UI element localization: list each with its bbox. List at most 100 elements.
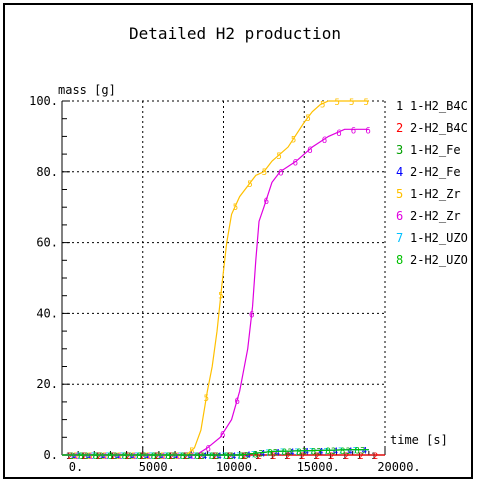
series-marker: 5	[73, 452, 78, 462]
series-marker: 1	[95, 452, 100, 462]
series-marker: 5	[204, 394, 209, 404]
series-marker: 5	[160, 452, 165, 462]
x-tick-label: 20000.	[377, 460, 420, 474]
legend-marker: 2	[396, 121, 403, 135]
series-marker: 3	[331, 447, 336, 457]
series-marker: 2	[256, 452, 261, 462]
series-marker: 2	[155, 452, 160, 462]
series-marker: 3	[171, 452, 176, 462]
series-marker: 2	[68, 452, 73, 462]
series-marker: 6	[147, 452, 152, 462]
series-marker: 2	[329, 452, 334, 462]
series-marker: 6	[365, 126, 370, 136]
series-marker: 1	[138, 452, 143, 462]
series-marker: 3	[113, 452, 118, 462]
series-marker: 6	[322, 136, 327, 146]
series-marker: 6	[249, 310, 254, 320]
y-tick-label: 20.	[36, 377, 58, 391]
series-marker: 8	[325, 447, 330, 457]
series-marker: 4	[275, 448, 280, 458]
series-marker: 4	[144, 452, 149, 462]
legend-marker: 3	[396, 143, 403, 157]
series-marker: 7	[76, 452, 81, 462]
series-marker: 2	[169, 452, 174, 462]
series-marker: 7	[294, 448, 299, 458]
series-marker: 3	[287, 448, 292, 458]
series-marker: 1	[80, 452, 85, 462]
series-marker: 6	[89, 452, 94, 462]
series-marker: 8	[354, 447, 359, 457]
y-tick-label: 40.	[36, 306, 58, 320]
series-marker: 5	[262, 168, 267, 178]
series-marker: 7	[353, 447, 358, 457]
series-marker: 6	[336, 129, 341, 139]
series-marker: 6	[351, 126, 356, 136]
series-marker: 2	[97, 452, 102, 462]
series-marker: 5	[131, 452, 136, 462]
series-marker: 4	[115, 452, 120, 462]
series-marker: 5	[189, 447, 194, 457]
series-marker: 8	[165, 452, 170, 462]
series-marker: 4	[245, 451, 250, 461]
series-marker: 6	[278, 168, 283, 178]
series-marker: 7	[91, 452, 96, 462]
series-marker: 3	[345, 447, 350, 457]
series-marker: 5	[218, 291, 223, 301]
series-marker: 4	[86, 452, 91, 462]
legend-entry: 2-H2_Zr	[410, 209, 461, 223]
series-marker: 7	[338, 447, 343, 457]
series-marker: 4	[216, 452, 221, 462]
series-marker: 1	[284, 452, 289, 462]
series-marker: 4	[304, 448, 309, 458]
series-marker: 5	[102, 452, 107, 462]
series-marker: 6	[118, 452, 123, 462]
series-marker: 7	[265, 449, 270, 459]
series-marker: 8	[151, 452, 156, 462]
series-marker: 4	[289, 448, 294, 458]
grid	[62, 100, 386, 455]
series-marker: 8	[194, 452, 199, 462]
series-marker: 1	[124, 452, 129, 462]
series-marker: 8	[209, 452, 214, 462]
x-tick-label: 5000.	[139, 460, 175, 474]
series-marker: 7	[236, 452, 241, 462]
series-marker: 1	[298, 452, 303, 462]
series-marker: 7	[178, 452, 183, 462]
series-marker: 3	[360, 447, 365, 457]
y-tick-label: 60.	[36, 236, 58, 250]
series-marker: 5	[87, 452, 92, 462]
legend-entry: 2-H2_B4C	[410, 121, 468, 135]
series-marker: 8	[180, 452, 185, 462]
legend-marker: 7	[396, 231, 403, 245]
y-tick-label: 80.	[36, 165, 58, 179]
series-marker: 7	[105, 452, 110, 462]
series-marker: 1	[255, 452, 260, 462]
series-marker: 6	[191, 452, 196, 462]
series-marker: 3	[302, 448, 307, 458]
series-marker: 6	[162, 452, 167, 462]
x-tick-label: 15000.	[297, 460, 340, 474]
series-marker: 7	[120, 452, 125, 462]
series-marker: 7	[149, 452, 154, 462]
series-marker: 3	[244, 451, 249, 461]
series-marker: 8	[267, 449, 272, 459]
series-marker: 3	[200, 452, 205, 462]
series-marker: 4	[100, 452, 105, 462]
series-marker: 5	[364, 98, 369, 108]
series-marker: 4	[318, 447, 323, 457]
series-marker: 5	[320, 101, 325, 111]
series-marker: 2	[140, 452, 145, 462]
legend-marker: 5	[396, 187, 403, 201]
series-marker: 2	[315, 452, 320, 462]
series-marker: 2	[242, 452, 247, 462]
series-marker: 1	[269, 452, 274, 462]
series-marker: 1	[313, 452, 318, 462]
series-marker: 1	[356, 452, 361, 462]
legend-entry: 1-H2_Fe	[410, 143, 461, 157]
series-marker: 5	[334, 98, 339, 108]
series-marker: 5	[116, 452, 121, 462]
x-axis-label: time [s]	[390, 433, 448, 447]
series-marker: 3	[186, 452, 191, 462]
series-marker: 3	[84, 452, 89, 462]
chart-title: Detailed H2 production	[129, 24, 341, 43]
